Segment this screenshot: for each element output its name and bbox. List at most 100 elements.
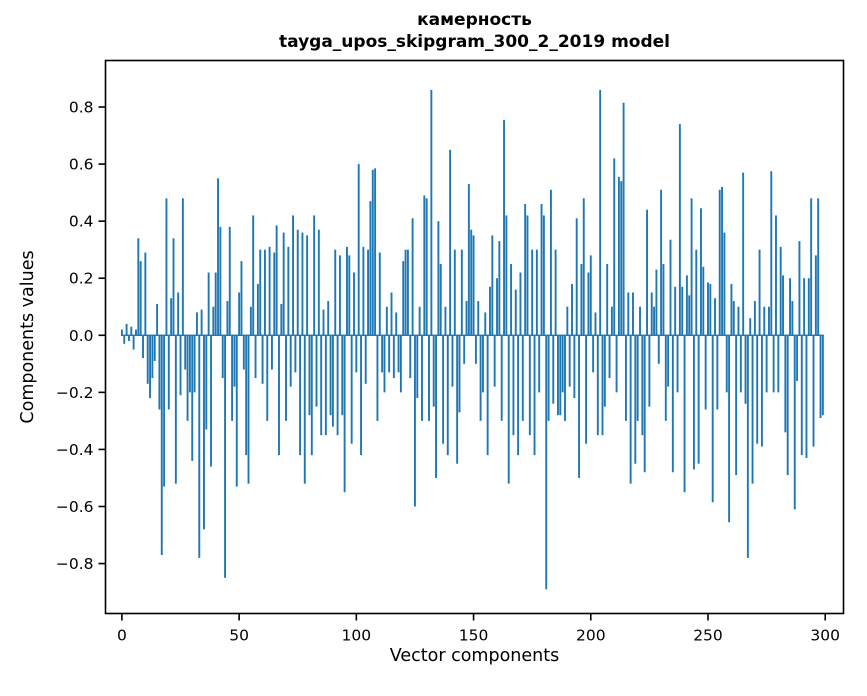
bar <box>704 335 707 410</box>
bar <box>606 263 609 336</box>
bar <box>798 241 801 336</box>
bar <box>716 335 719 410</box>
bar <box>564 335 566 421</box>
bar <box>721 186 724 336</box>
bar <box>381 335 384 373</box>
bar <box>233 335 236 387</box>
bar <box>474 335 477 364</box>
bar <box>224 335 227 578</box>
bar <box>275 225 278 336</box>
bar <box>235 335 238 487</box>
bar <box>437 221 440 336</box>
bar <box>383 335 386 393</box>
bar <box>367 249 370 336</box>
bar <box>746 335 749 558</box>
bar <box>472 235 475 336</box>
bar <box>580 263 583 336</box>
bar <box>789 278 791 336</box>
bar <box>268 246 271 336</box>
bar <box>772 335 775 393</box>
bar <box>707 282 709 336</box>
bar <box>456 335 459 464</box>
bar <box>533 335 536 456</box>
bar <box>442 335 445 444</box>
bar <box>390 292 393 336</box>
bar <box>775 215 777 336</box>
bar <box>735 335 738 476</box>
bar <box>167 335 170 410</box>
bar <box>123 335 126 344</box>
bar <box>571 283 573 336</box>
bar <box>402 261 405 336</box>
bar <box>470 229 473 336</box>
bar <box>217 178 219 336</box>
bar <box>463 335 466 364</box>
bar <box>374 168 377 336</box>
y-tick-label: 0.2 <box>69 270 94 288</box>
bar <box>327 301 330 336</box>
bar <box>542 215 545 336</box>
bar <box>692 335 695 470</box>
bar <box>676 335 679 393</box>
bar <box>254 335 257 379</box>
bar <box>493 335 496 387</box>
bar <box>491 235 494 336</box>
bar <box>512 335 515 436</box>
bar <box>346 246 348 336</box>
bar <box>524 204 527 336</box>
bar <box>435 335 437 478</box>
bar <box>545 335 548 590</box>
bar <box>634 335 637 464</box>
bar <box>484 312 487 336</box>
bar <box>181 198 184 336</box>
bar <box>137 238 140 336</box>
bar <box>200 309 203 336</box>
chart-title: камерность tayga_upos_skipgram_300_2_201… <box>105 9 844 53</box>
bar <box>615 335 618 393</box>
bar <box>170 298 173 336</box>
bar <box>817 198 820 336</box>
bar <box>451 335 454 387</box>
bar <box>165 198 168 336</box>
bar <box>292 215 294 336</box>
bar <box>188 335 191 393</box>
bar <box>641 335 644 436</box>
bar <box>589 255 592 336</box>
bar <box>364 335 367 384</box>
bar <box>660 189 663 336</box>
bar <box>226 301 229 336</box>
bar <box>681 286 684 336</box>
axes-spines <box>104 59 845 615</box>
bar <box>287 246 290 336</box>
bar <box>549 189 552 336</box>
y-tick-label: 0.0 <box>69 327 94 345</box>
bar <box>172 238 175 336</box>
bar <box>428 335 430 421</box>
bar <box>526 215 529 336</box>
bar <box>294 335 297 373</box>
bar <box>397 335 400 373</box>
bar <box>186 335 189 421</box>
bar <box>308 335 311 416</box>
bar <box>195 312 198 336</box>
bar <box>599 89 602 336</box>
bar <box>505 215 508 336</box>
bar <box>678 124 681 336</box>
bar <box>643 335 646 473</box>
bar <box>350 335 353 444</box>
bar <box>210 335 212 467</box>
bar <box>376 335 379 421</box>
bar <box>184 335 187 370</box>
bar <box>814 255 817 336</box>
bar <box>179 335 182 396</box>
bar <box>535 249 538 336</box>
bar <box>685 275 688 336</box>
bar <box>812 335 815 447</box>
bar <box>768 306 770 336</box>
bar <box>467 184 470 336</box>
bar <box>156 303 159 336</box>
bar <box>409 335 412 379</box>
bar <box>395 312 398 336</box>
bar <box>503 119 505 336</box>
bar <box>362 246 365 336</box>
